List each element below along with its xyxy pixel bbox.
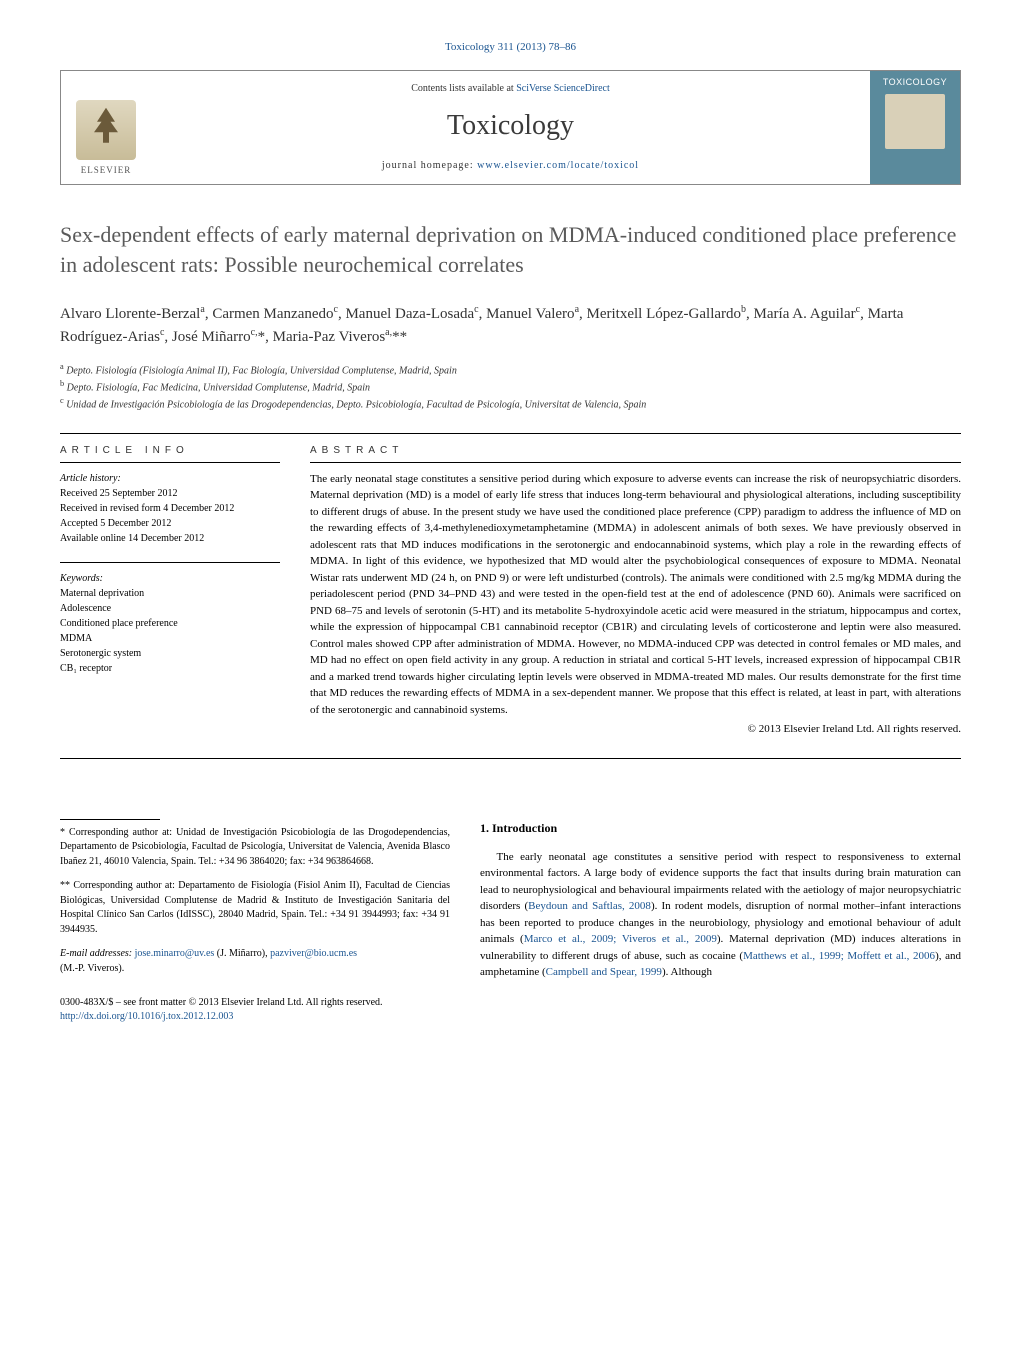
front-matter-meta: 0300-483X/$ – see front matter © 2013 El… [60,996,450,1024]
abstract-column: ABSTRACT The early neonatal stage consti… [310,444,961,738]
elsevier-logo-block: ELSEVIER [61,71,151,184]
homepage-line: journal homepage: www.elsevier.com/locat… [382,159,639,173]
cover-image-icon [885,94,945,149]
journal-header: ELSEVIER Contents lists available at Sci… [60,70,961,185]
intro-text: ). Although [662,966,712,978]
affiliation-line: c Unidad de Investigación Psicobiología … [60,395,961,412]
corresponding-author-1: * Corresponding author at: Unidad de Inv… [60,826,450,870]
history-line: Available online 14 December 2012 [60,531,280,546]
keywords-label: Keywords: [60,571,280,586]
keyword-line: Adolescence [60,601,280,616]
history-line: Received 25 September 2012 [60,486,280,501]
contents-lists-line: Contents lists available at SciVerse Sci… [411,82,610,96]
keyword-line: CB₁ receptor [60,661,280,676]
divider [60,758,961,759]
email-addresses: E-mail addresses: jose.minarro@uv.es (J.… [60,947,450,976]
elsevier-label: ELSEVIER [81,164,132,177]
footnotes-column: * Corresponding author at: Unidad de Inv… [60,819,450,1025]
abstract-rule [310,462,961,463]
doi-link[interactable]: http://dx.doi.org/10.1016/j.tox.2012.12.… [60,1011,233,1022]
elsevier-tree-icon [76,100,136,160]
issn-line: 0300-483X/$ – see front matter © 2013 El… [60,996,450,1010]
keyword-line: Serotonergic system [60,646,280,661]
introduction-paragraph: The early neonatal age constitutes a sen… [480,849,961,981]
history-label: Article history: [60,471,280,486]
abstract-text: The early neonatal stage constitutes a s… [310,471,961,719]
affiliation-line: b Depto. Fisiología, Fac Medicina, Unive… [60,378,961,395]
divider [60,433,961,434]
journal-reference: Toxicology 311 (2013) 78–86 [60,40,961,55]
article-history-block: Article history: Received 25 September 2… [60,471,280,546]
info-rule [60,462,280,463]
corresponding-author-2: ** Corresponding author at: Departamento… [60,879,450,937]
header-center: Contents lists available at SciVerse Sci… [151,71,870,184]
keyword-line: MDMA [60,631,280,646]
abstract-heading: ABSTRACT [310,444,961,458]
affiliation-line: a Depto. Fisiología (Fisiología Animal I… [60,361,961,378]
copyright-line: © 2013 Elsevier Ireland Ltd. All rights … [310,722,961,737]
journal-cover-thumb: TOXICOLOGY [870,71,960,184]
contents-prefix: Contents lists available at [411,83,516,94]
article-info-heading: ARTICLE INFO [60,444,280,458]
email-link-2[interactable]: pazviver@bio.ucm.es [270,948,357,959]
cover-title: TOXICOLOGY [883,77,947,88]
info-rule [60,562,280,563]
email-name-2: (M.-P. Viveros). [60,963,124,974]
homepage-prefix: journal homepage: [382,160,477,171]
authors-list: Alvaro Llorente-Berzala, Carmen Manzaned… [60,302,961,349]
email-name-1: (J. Miñarro), [214,948,270,959]
history-line: Accepted 5 December 2012 [60,516,280,531]
citation-link[interactable]: Marco et al., 2009; Viveros et al., 2009 [524,933,717,945]
citation-link[interactable]: Campbell and Spear, 1999 [546,966,662,978]
citation-link[interactable]: Matthews et al., 1999; Moffett et al., 2… [743,950,935,962]
email-link-1[interactable]: jose.minarro@uv.es [135,948,215,959]
introduction-heading: 1. Introduction [480,819,961,837]
citation-link[interactable]: Beydoun and Saftlas, 2008 [528,900,651,912]
keyword-line: Conditioned place preference [60,616,280,631]
article-title: Sex-dependent effects of early maternal … [60,220,961,279]
sciencedirect-link[interactable]: SciVerse ScienceDirect [516,83,610,94]
introduction-column: 1. Introduction The early neonatal age c… [480,819,961,1025]
email-label: E-mail addresses: [60,948,135,959]
keywords-block: Keywords: Maternal deprivationAdolescenc… [60,571,280,676]
keyword-line: Maternal deprivation [60,586,280,601]
affiliations-list: a Depto. Fisiología (Fisiología Animal I… [60,361,961,413]
journal-name: Toxicology [447,106,574,145]
footnote-separator [60,819,160,820]
homepage-link[interactable]: www.elsevier.com/locate/toxicol [477,160,639,171]
history-line: Received in revised form 4 December 2012 [60,501,280,516]
article-info-column: ARTICLE INFO Article history: Received 2… [60,444,280,738]
